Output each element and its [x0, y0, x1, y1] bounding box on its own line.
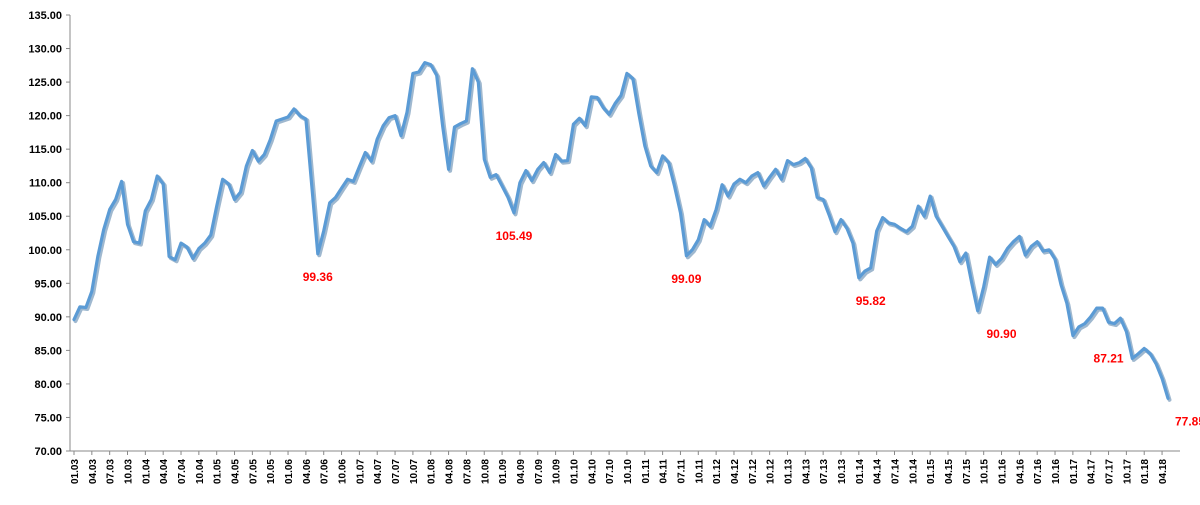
y-tick-label: 125.00 — [28, 77, 62, 89]
x-tick-label: 04.14 — [873, 459, 884, 484]
data-label: 99.09 — [671, 272, 701, 286]
y-tick-label: 120.00 — [28, 111, 62, 123]
x-tick-label: 04.12 — [730, 459, 741, 484]
y-tick-label: 90.00 — [34, 312, 62, 324]
x-tick-label: 01.13 — [783, 459, 794, 484]
x-tick-label: 01.09 — [498, 459, 509, 484]
y-tick-label: 105.00 — [28, 211, 62, 223]
x-tick-label: 07.05 — [248, 459, 259, 484]
x-tick-label: 10.03 — [124, 459, 135, 484]
x-tick-label: 04.03 — [88, 459, 99, 484]
x-tick-label: 04.15 — [944, 459, 955, 484]
y-axis: 70.00 75.00 80.00 85.00 90.00 95.00 100.00 105.… — [28, 10, 71, 458]
x-tick-label: 10.11 — [694, 459, 705, 484]
x-tick-label: 10.12 — [766, 459, 777, 484]
x-tick-label: 07.14 — [891, 459, 902, 484]
x-tick-label: 01.04 — [141, 459, 152, 484]
x-tick-label: 04.16 — [1015, 459, 1026, 484]
x-tick-label: 10.09 — [552, 459, 563, 484]
x-tick-label: 01.12 — [712, 459, 723, 484]
x-tick-label: 01.15 — [926, 459, 937, 484]
x-tick-label: 10.15 — [980, 459, 991, 484]
x-tick-label: 04.08 — [445, 459, 456, 484]
x-tick-label: 07.17 — [1105, 459, 1116, 484]
x-tick-label: 01.07 — [355, 459, 366, 484]
x-tick-label: 07.08 — [462, 459, 473, 484]
x-tick-label: 04.10 — [587, 459, 598, 484]
x-tick-label: 10.07 — [409, 459, 420, 484]
data-label: 99.36 — [303, 270, 333, 284]
y-tick-label: 85.00 — [34, 345, 62, 357]
y-tick-label: 70.00 — [34, 446, 62, 458]
x-tick-label: 10.06 — [338, 459, 349, 484]
x-tick-label: 07.16 — [1033, 459, 1044, 484]
x-tick-label: 10.04 — [195, 459, 206, 484]
data-label: 77.85 — [1175, 414, 1200, 428]
data-label: 87.21 — [1094, 352, 1124, 366]
x-tick-label: 01.08 — [427, 459, 438, 484]
x-tick-label: 07.06 — [320, 459, 331, 484]
x-tick-label: 04.18 — [1158, 459, 1169, 484]
x-tick-label: 04.06 — [302, 459, 313, 484]
x-tick-label: 07.04 — [177, 459, 188, 484]
y-tick-label: 75.00 — [34, 412, 62, 424]
series-line-shadow — [73, 62, 1172, 402]
x-tick-label: 07.15 — [962, 459, 973, 484]
annotation-layer: 99.36 105.49 99.09 95.82 90.90 87.21 77.85 — [303, 229, 1200, 428]
y-tick-label: 115.00 — [29, 144, 62, 156]
x-tick-label: 04.07 — [373, 459, 384, 484]
x-tick-label: 07.07 — [391, 459, 402, 484]
x-tick-label: 10.08 — [480, 459, 491, 484]
x-tick-label: 01.03 — [70, 459, 81, 484]
x-tick-label: 07.10 — [605, 459, 616, 484]
x-tick-label: 04.09 — [516, 459, 527, 484]
x-tick-label: 10.10 — [623, 459, 634, 484]
x-tick-label: 04.13 — [801, 459, 812, 484]
y-tick-label: 135.00 — [28, 10, 62, 22]
data-label: 105.49 — [496, 229, 533, 243]
x-tick-label: 10.17 — [1122, 459, 1133, 484]
x-tick-label: 07.12 — [748, 459, 759, 484]
x-tick-label: 04.05 — [231, 459, 242, 484]
series-layer — [72, 61, 1172, 402]
x-tick-label: 01.17 — [1069, 459, 1080, 484]
y-tick-label: 100.00 — [28, 245, 62, 257]
data-label: 90.90 — [987, 327, 1017, 341]
y-tick-label: 80.00 — [34, 379, 62, 391]
x-tick-label: 10.13 — [837, 459, 848, 484]
x-tick-label: 10.05 — [266, 459, 277, 484]
x-tick-label: 10.14 — [908, 459, 919, 484]
x-tick-label: 01.14 — [855, 459, 866, 484]
x-tick-label: 01.11 — [641, 459, 652, 484]
y-tick-label: 95.00 — [34, 278, 62, 290]
x-tick-label: 07.11 — [676, 459, 687, 484]
x-tick-label: 07.13 — [819, 459, 830, 484]
x-tick-label: 04.11 — [659, 459, 670, 484]
x-tick-label: 04.17 — [1087, 459, 1098, 484]
series-line — [72, 61, 1170, 400]
x-tick-label: 07.09 — [534, 459, 545, 484]
x-tick-label: 07.03 — [106, 459, 117, 484]
y-tick-label: 130.00 — [28, 44, 62, 56]
y-tick-label: 110.00 — [29, 178, 62, 190]
x-tick-label: 01.16 — [998, 459, 1009, 484]
x-tick-label: 10.16 — [1051, 459, 1062, 484]
x-tick-label: 01.06 — [284, 459, 295, 484]
x-tick-label: 01.05 — [213, 459, 224, 484]
x-tick-label: 01.10 — [569, 459, 580, 484]
x-tick-label: 04.04 — [159, 459, 170, 484]
data-label: 95.82 — [856, 294, 886, 308]
x-tick-label: 01.18 — [1140, 459, 1151, 484]
x-axis: 01.03 04.03 07.03 10.03 01.04 04.04 07.04 10.04… — [70, 450, 1180, 484]
